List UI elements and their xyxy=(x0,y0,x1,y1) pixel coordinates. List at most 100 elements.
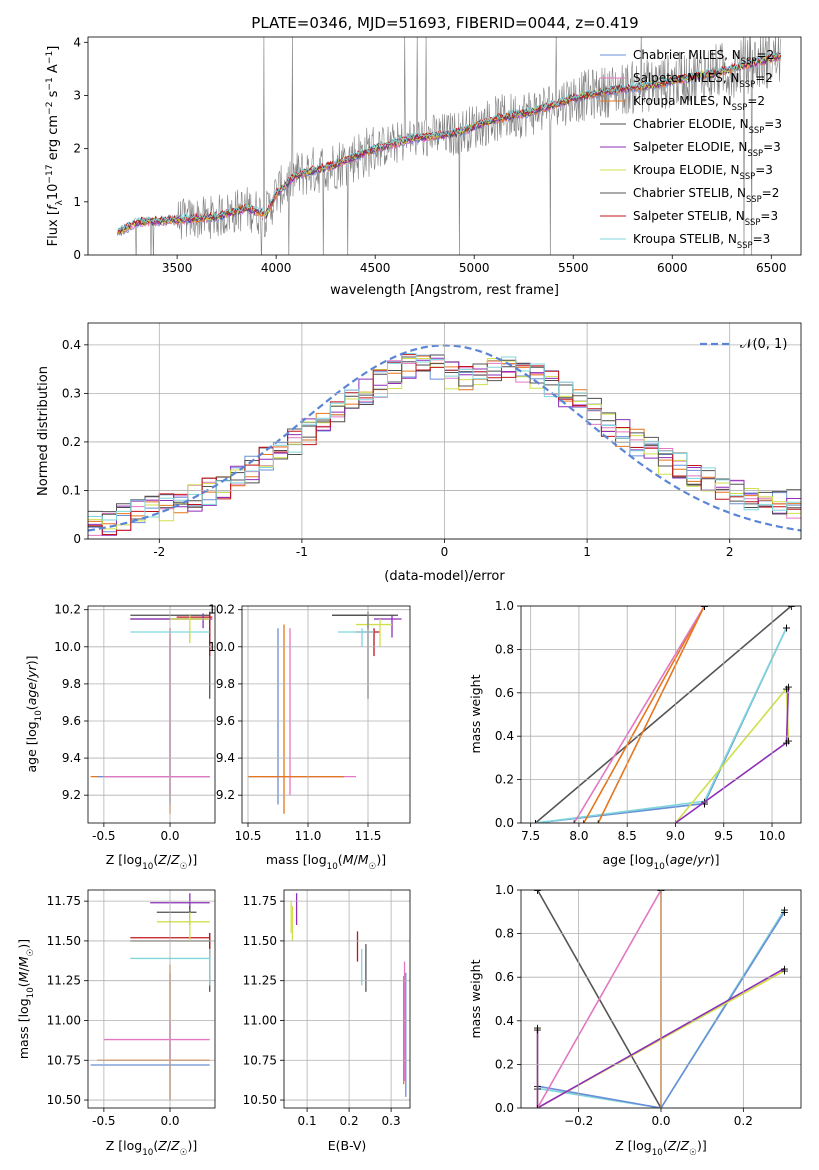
y-tick-label: 11.50 xyxy=(243,934,277,948)
y-tick-label: 10.75 xyxy=(47,1053,81,1067)
y-tick-label: 10.50 xyxy=(47,1093,81,1107)
mass-weight-z-point: + xyxy=(780,962,789,975)
mass-ebv-axes: 0.1 0.2 0.3 10.50 10.75 11.00 11.25 11.50 11.75 E… xyxy=(243,889,411,1153)
mass-weight-z-point: + xyxy=(533,1021,542,1034)
mass-weight-age-point: + xyxy=(531,817,540,830)
observed-spectrum xyxy=(117,37,782,255)
age-mass-axes: 10.5 11.0 11.5 9.2 9.4 9.6 9.8 10.0 10.2 mass [lo… xyxy=(208,603,411,872)
y-tick-label: 1 xyxy=(73,195,81,209)
x-tick-label: 0.2 xyxy=(340,1114,359,1128)
x-tick-label: −0.2 xyxy=(564,1114,593,1128)
model-spectrum-line xyxy=(117,52,782,232)
mass-weight-z-point: + xyxy=(533,1024,542,1037)
mass-weight-z-point: + xyxy=(780,904,789,917)
y-tick-label: 0.4 xyxy=(62,338,81,352)
x-tick-label: 5500 xyxy=(558,261,589,275)
mass-weight-age-point: + xyxy=(782,622,791,635)
y-tick-label: 0.6 xyxy=(495,970,514,984)
legend-label: Kroupa STELIB, NSSP=3 xyxy=(633,232,770,250)
y-tick-label: 0 xyxy=(73,532,81,546)
mass-weight-age-point: + xyxy=(787,600,796,613)
mass-weight-age-line xyxy=(573,606,706,823)
legend-label: Chabrier STELIB, NSSP=2 xyxy=(633,186,779,204)
y-tick-label: 1.0 xyxy=(495,599,514,613)
spectrum-axes-plot xyxy=(117,37,782,255)
axes-frame xyxy=(87,605,216,824)
y-axis-label: mass [log10(M/M☉)] xyxy=(16,939,36,1059)
weight-age-axes: +++++++++++++++++++++++7.5 8.0 8.5 9.0 9.5 10… xyxy=(468,599,802,872)
x-tick-label: 0.0 xyxy=(160,1114,179,1128)
figure-title: PLATE=0346, MJD=51693, FIBERID=0044, z=0… xyxy=(251,14,638,32)
y-tick-label: 11.00 xyxy=(47,1013,81,1027)
mass-z-axes: -0.5 0.0 10.50 10.75 11.00 11.25 11.50 11.75 Z [… xyxy=(16,889,216,1158)
residual-axes: -2 -1 0 1 2 0 0.1 0.2 0.3 0.4 (data-model)/error No… xyxy=(36,322,802,584)
mass-weight-age-point: + xyxy=(700,797,709,810)
axes-frame xyxy=(87,889,216,1109)
mass-weight-age-point: + xyxy=(531,817,540,830)
x-axis-label: age [log10(age/yr)] xyxy=(602,852,719,872)
mass-weight-age-point: + xyxy=(700,600,709,613)
x-tick-label: 10.5 xyxy=(235,829,262,843)
x-axis-label: Z [log10(Z/Z☉)] xyxy=(615,1138,707,1158)
y-tick-label: 9.4 xyxy=(216,751,235,765)
y-tick-label: 9.8 xyxy=(216,677,235,691)
mass-weight-z-point: + xyxy=(533,1102,542,1115)
legend-label: 𝒩(0, 1) xyxy=(740,337,787,352)
legend-label: Salpeter ELODIE, NSSP=3 xyxy=(633,140,781,158)
y-tick-label: 10.0 xyxy=(54,640,81,654)
x-tick-label: 0.2 xyxy=(734,1114,753,1128)
axes-frame xyxy=(283,889,411,1109)
y-tick-label: 0.4 xyxy=(495,729,514,743)
legend: Chabrier MILES, NSSP=2 Salpeter MILES, NS… xyxy=(600,48,782,250)
x-tick-label: 1 xyxy=(583,545,591,559)
model-spectrum-line xyxy=(117,52,782,235)
y-axis-label: mass weight xyxy=(468,959,483,1038)
legend-label: Kroupa ELODIE, NSSP=3 xyxy=(633,163,773,181)
weight-age-axes-plot: +++++++++++++++++++++++ xyxy=(531,600,796,830)
x-tick-label: 10.0 xyxy=(759,829,786,843)
y-tick-label: 10.2 xyxy=(208,603,235,617)
y-tick-label: 11.25 xyxy=(47,974,81,988)
mass-weight-age-line xyxy=(675,686,790,823)
x-tick-label: -0.5 xyxy=(92,829,115,843)
x-axis-label: mass [log10(M/M☉)] xyxy=(266,852,386,872)
mass-weight-age-line xyxy=(597,606,706,823)
mass-weight-age-point: + xyxy=(700,600,709,613)
mass-weight-z-line xyxy=(536,890,662,1108)
y-axis-label: age [log10(age/yr)] xyxy=(24,655,44,772)
legend-label: Chabrier MILES, NSSP=2 xyxy=(633,48,774,66)
y-tick-label: 10.75 xyxy=(243,1053,277,1067)
y-tick-label: 9.2 xyxy=(216,788,235,802)
x-tick-label: 0.1 xyxy=(298,1114,317,1128)
x-tick-label: 9.5 xyxy=(714,829,733,843)
y-tick-label: 11.75 xyxy=(47,894,81,908)
legend-label: Kroupa MILES, NSSP=2 xyxy=(633,94,765,112)
y-tick-label: 9.8 xyxy=(62,677,81,691)
x-tick-label: 6000 xyxy=(657,261,688,275)
x-tick-label: 6500 xyxy=(756,261,787,275)
x-tick-label: 11.0 xyxy=(295,829,322,843)
x-tick-label: 4000 xyxy=(261,261,292,275)
y-tick-label: 9.6 xyxy=(62,714,81,728)
mass-weight-age-point: + xyxy=(782,737,791,750)
mass-weight-z-point: + xyxy=(780,906,789,919)
y-tick-label: 0.0 xyxy=(495,1101,514,1115)
x-tick-label: 9.0 xyxy=(666,829,685,843)
axes-frame xyxy=(87,36,802,256)
x-tick-label: 7.5 xyxy=(521,829,540,843)
y-tick-label: 9.2 xyxy=(62,788,81,802)
y-tick-label: 4 xyxy=(73,35,81,49)
y-tick-label: 0.1 xyxy=(62,483,81,497)
y-tick-label: 10.2 xyxy=(54,603,81,617)
legend-label: Chabrier ELODIE, NSSP=3 xyxy=(633,117,782,135)
x-axis-label: (data-model)/error xyxy=(384,569,505,584)
y-axis-label: Normed distribution xyxy=(36,366,51,496)
x-tick-label: -0.5 xyxy=(92,1114,115,1128)
y-tick-label: 0.6 xyxy=(495,686,514,700)
y-tick-label: 11.75 xyxy=(243,894,277,908)
mass-ebv-axes-plot xyxy=(290,893,407,1097)
y-tick-label: 9.6 xyxy=(216,714,235,728)
y-tick-label: 2 xyxy=(73,142,81,156)
mass-weight-age-point: + xyxy=(784,680,793,693)
